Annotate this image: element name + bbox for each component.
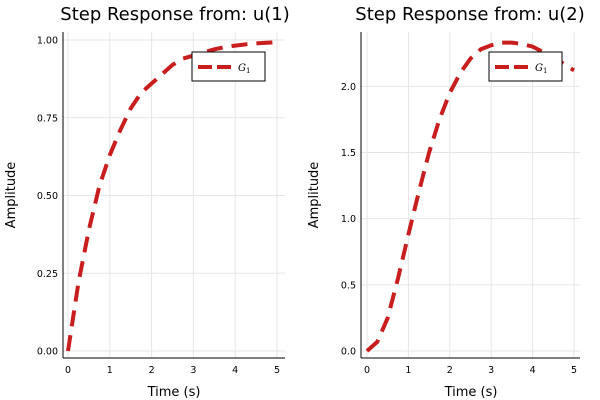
panel-2-x-tick-label: 5: [571, 365, 577, 376]
panel-2-y-tick-label: 1.5: [341, 148, 356, 159]
panel-2: Step Response from: u(2) 0.0 0.5 1.0 1.5…: [307, 4, 585, 400]
panel-2-y-ticks: 0.0 0.5 1.0 1.5 2.0: [341, 82, 356, 358]
panel-2-y-tick-label: 0.5: [341, 280, 356, 291]
panel-2-x-tick-label: 1: [405, 365, 411, 376]
panel-1-x-tick-label: 3: [190, 365, 196, 376]
panel-2-grid: [361, 32, 580, 358]
panel-1-x-ticks: 0 1 2 3 4 5: [65, 365, 280, 376]
panel-2-x-tick-label: 3: [488, 365, 494, 376]
panel-1-x-tick-label: 1: [107, 365, 113, 376]
panel-1-x-tick-label: 5: [274, 365, 280, 376]
panel-2-legend: G1: [488, 51, 563, 82]
panel-2-y-tick-label: 0.0: [341, 347, 356, 358]
panel-1-y-tick-label: 0.50: [37, 191, 58, 202]
panel-1-grid: [63, 32, 285, 358]
panel-1-title: Step Response from: u(1): [60, 4, 289, 25]
panel-1-series-line: [66, 40, 278, 352]
panel-2-x-tick-label: 2: [447, 365, 453, 376]
panel-1-x-tick-label: 4: [232, 365, 238, 376]
panel-1-y-tick-label: 1.00: [37, 36, 58, 47]
panel-1-x-tick-label: 0: [65, 365, 71, 376]
panel-1-y-tick-label: 0.00: [37, 347, 58, 358]
panel-2-y-label: Amplitude: [307, 162, 322, 229]
panel-2-y-tick-label: 1.0: [341, 214, 356, 225]
panel-2-series-line: [365, 40, 576, 353]
panel-1: Step Response from: u(1) 0.00 0.25 0.50 …: [4, 4, 290, 400]
panel-1-y-ticks: 0.00 0.25 0.50 0.75 1.00: [37, 36, 58, 358]
panel-2-x-ticks: 0 1 2 3 4 5: [364, 365, 577, 376]
panel-2-title: Step Response from: u(2): [355, 4, 584, 25]
panel-1-legend: G1: [191, 51, 266, 82]
panel-1-y-tick-label: 0.25: [37, 269, 58, 280]
panel-1-x-label: Time (s): [147, 385, 201, 400]
panel-1-y-tick-label: 0.75: [37, 113, 58, 124]
panel-2-x-tick-label: 4: [530, 365, 536, 376]
panel-1-x-tick-label: 2: [149, 365, 155, 376]
panel-2-legend-label: G1: [535, 63, 547, 75]
panel-2-x-tick-label: 0: [364, 365, 370, 376]
panel-1-y-label: Amplitude: [4, 162, 19, 229]
panel-2-y-tick-label: 2.0: [341, 82, 356, 93]
panel-1-legend-label: G1: [238, 63, 250, 75]
panel-2-x-label: Time (s): [444, 385, 498, 400]
